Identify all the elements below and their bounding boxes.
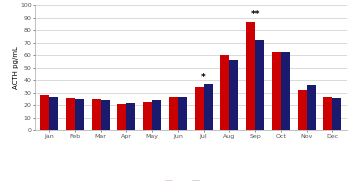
Bar xyxy=(323,97,332,130)
Bar xyxy=(169,97,178,130)
Bar xyxy=(255,40,264,130)
Y-axis label: ACTH pg/mL: ACTH pg/mL xyxy=(13,47,19,89)
Bar xyxy=(117,104,126,130)
Bar xyxy=(332,98,341,130)
Bar xyxy=(220,55,229,130)
Bar xyxy=(49,97,58,130)
Bar xyxy=(152,100,161,130)
Bar xyxy=(204,84,213,130)
Text: **: ** xyxy=(250,10,260,19)
Bar xyxy=(40,95,49,130)
Bar xyxy=(143,102,152,130)
Bar xyxy=(272,52,281,130)
Bar xyxy=(92,99,101,130)
Bar xyxy=(75,99,84,130)
Bar xyxy=(229,60,238,130)
Bar xyxy=(246,22,255,130)
Bar xyxy=(195,87,204,130)
Bar xyxy=(178,97,187,130)
Text: *: * xyxy=(201,73,206,82)
Bar xyxy=(66,98,75,130)
Bar xyxy=(126,103,135,130)
Bar xyxy=(298,90,307,130)
Bar xyxy=(101,100,110,130)
Bar xyxy=(307,85,316,130)
Bar xyxy=(281,52,290,130)
